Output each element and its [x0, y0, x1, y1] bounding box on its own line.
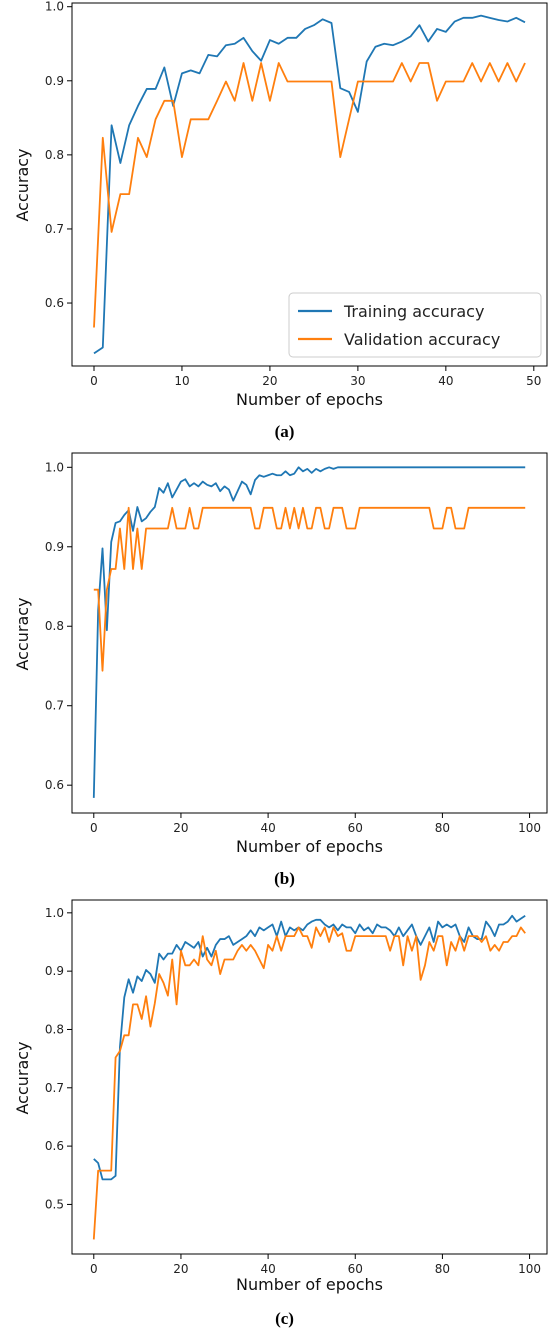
y-tick-label: 0.8: [45, 619, 64, 633]
series-line-training: [93, 14, 526, 355]
chart-1: 0 10 20 30 40 50 0.6 0.7 0.8 0.9 1.0 Number of epoc…: [13, 0, 548, 441]
y-axis-label: Accuracy: [13, 597, 32, 670]
y-tick-label: 0.7: [45, 1081, 64, 1095]
x-tick-label: 0: [90, 1262, 98, 1276]
y-tick-label: 1.0: [45, 906, 64, 920]
series-line-validation: [93, 62, 526, 328]
y-tick-label: 0.9: [45, 74, 64, 88]
x-tick-label: 20: [173, 1262, 188, 1276]
x-tick-label: 20: [173, 821, 188, 835]
x-tick-label: 100: [518, 1262, 541, 1276]
y-tick-label: 0.7: [45, 699, 64, 713]
y-tick-label: 1.0: [45, 0, 64, 14]
series-line-training: [92, 466, 526, 798]
x-tick-label: 40: [260, 1262, 275, 1276]
x-tick-label: 0: [90, 821, 98, 835]
x-axis-label: Number of epochs: [236, 390, 383, 409]
x-tick-label: 40: [438, 374, 453, 388]
plot-frame: [71, 899, 548, 1255]
y-tick-label: 0.9: [45, 964, 64, 978]
chart-2: 0 20 40 60 80 100 0.6 0.7 0.8 0.9 1.0 Number of epo…: [13, 452, 548, 888]
x-tick-label: 10: [174, 374, 189, 388]
x-tick-label: 50: [526, 374, 541, 388]
x-tick-label: 40: [260, 821, 275, 835]
x-tick-label: 100: [518, 821, 541, 835]
plot-frame: [71, 2, 548, 367]
legend-entry: Validation accuracy: [344, 330, 500, 349]
y-axis-label: Accuracy: [13, 1041, 32, 1114]
x-axis-label: Number of epochs: [236, 837, 383, 856]
y-tick-label: 0.7: [45, 222, 64, 236]
panel-caption: (c): [275, 1309, 294, 1328]
y-tick-label: 0.6: [45, 296, 64, 310]
y-tick-label: 0.9: [45, 540, 64, 554]
legend: Training accuracy Validation accuracy: [288, 292, 542, 358]
y-tick-label: 0.6: [45, 1139, 64, 1153]
chart-3: 0 20 40 60 80 100 0.5 0.6 0.7 0.8 0.9 1.0 Number of …: [13, 899, 548, 1328]
series-line-validation: [92, 926, 526, 1240]
y-tick-label: 0.5: [45, 1197, 64, 1211]
panel-caption: (a): [275, 422, 295, 441]
x-tick-label: 20: [262, 374, 277, 388]
x-axis-label: Number of epochs: [236, 1275, 383, 1294]
legend-box: [288, 292, 542, 358]
x-tick-label: 60: [348, 1262, 363, 1276]
x-tick-label: 0: [90, 374, 98, 388]
y-tick-label: 0.6: [45, 778, 64, 792]
panel-caption: (b): [274, 869, 295, 888]
series-line-validation: [93, 506, 526, 672]
y-tick-label: 1.0: [45, 460, 64, 474]
y-tick-label: 0.8: [45, 1022, 64, 1036]
x-tick-label: 30: [350, 374, 365, 388]
plot-frame: [71, 452, 548, 814]
x-tick-label: 60: [348, 821, 363, 835]
x-tick-label: 80: [435, 1262, 450, 1276]
y-tick-label: 0.8: [45, 148, 64, 162]
series-line-training: [93, 914, 526, 1181]
y-axis-label: Accuracy: [13, 148, 32, 221]
x-tick-label: 80: [435, 821, 450, 835]
legend-entry: Training accuracy: [343, 302, 484, 321]
